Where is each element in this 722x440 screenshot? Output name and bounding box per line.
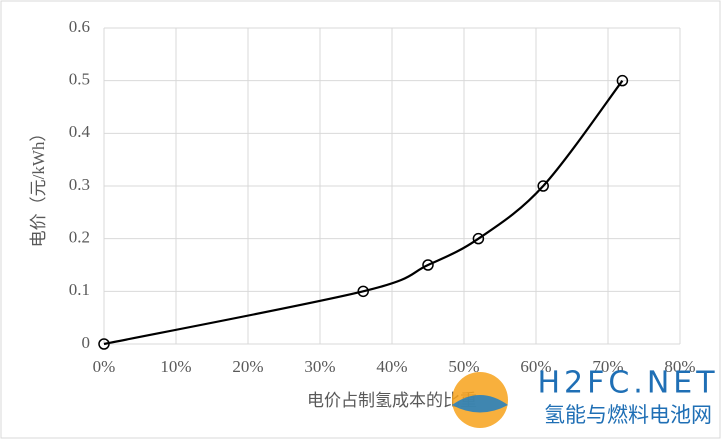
x-tick-label: 50% <box>448 357 479 376</box>
x-axis-label: 电价占制氢成本的比重 <box>307 391 477 410</box>
x-tick-label: 10% <box>160 357 191 376</box>
watermark-wave <box>452 395 508 413</box>
x-tick-label: 30% <box>304 357 335 376</box>
watermark-subtitle: 氢能与燃料电池网 <box>544 403 712 427</box>
x-tick-label: 0% <box>93 357 116 376</box>
y-tick-label: 0.1 <box>69 280 90 299</box>
y-tick-label: 0.5 <box>69 70 90 89</box>
data-point <box>422 259 434 271</box>
data-point <box>616 74 629 87</box>
y-tick-label: 0.6 <box>69 17 90 36</box>
series-line <box>103 80 624 346</box>
y-axis-label: 电价（元/kWh） <box>29 125 48 248</box>
x-tick-label: 60% <box>520 357 551 376</box>
data-point <box>98 338 110 350</box>
y-tick-label: 0.2 <box>69 228 90 247</box>
y-tick-label: 0.4 <box>69 122 91 141</box>
x-tick-label: 20% <box>232 357 263 376</box>
watermark: H2FC.NET 氢能与燃料电池网 <box>452 366 718 428</box>
data-point <box>357 285 369 298</box>
data-point <box>537 180 549 192</box>
y-tick-label: 0 <box>82 333 91 352</box>
watermark-title: H2FC.NET <box>537 366 718 401</box>
data-point <box>472 232 485 245</box>
x-tick-label: 80% <box>664 357 695 376</box>
y-tick-label: 0.3 <box>69 175 90 194</box>
x-tick-label: 70% <box>592 357 623 376</box>
x-tick-label: 40% <box>376 357 407 376</box>
